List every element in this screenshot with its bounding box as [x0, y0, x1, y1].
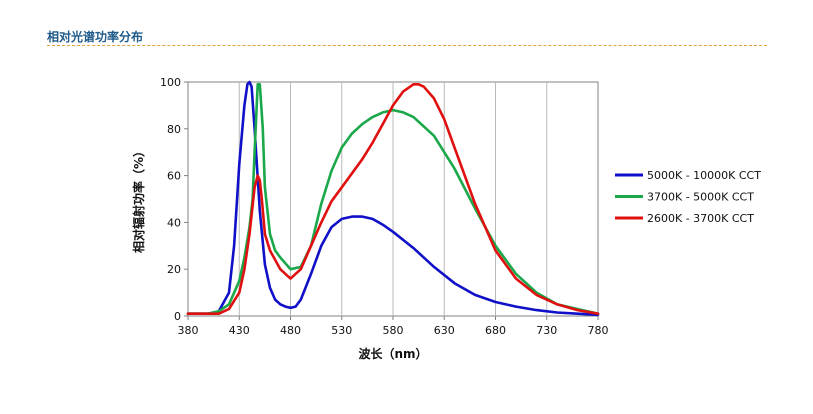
grid-lines — [238, 82, 548, 316]
x-tick-label: 380 — [178, 324, 199, 337]
x-tick-label: 480 — [280, 324, 301, 337]
y-tick-label: 40 — [167, 216, 181, 229]
legend-label: 2600K - 3700K CCT — [647, 212, 754, 225]
y-tick-label: 80 — [167, 123, 181, 136]
y-axis-title: 相对辐射功率（%） — [131, 145, 146, 253]
section-title: 相对光谱功率分布 — [47, 30, 144, 44]
x-tick-label: 780 — [588, 324, 609, 337]
series-line — [186, 80, 600, 317]
x-tick-label: 730 — [536, 324, 557, 337]
legend-label: 5000K - 10000K CCT — [647, 169, 761, 182]
x-tick-label: 530 — [331, 324, 352, 337]
y-tick-label: 60 — [167, 170, 181, 183]
x-tick-label: 580 — [383, 324, 404, 337]
y-tick-labels: 0 20 40 60 80 100 — [160, 76, 188, 323]
x-tick-label: 680 — [485, 324, 506, 337]
series-line — [186, 83, 600, 316]
x-tick-label: 630 — [434, 324, 455, 337]
x-axis-title: 波长（nm） — [358, 346, 427, 361]
title-divider — [47, 45, 767, 46]
legend-label: 3700K - 5000K CCT — [647, 191, 754, 204]
y-tick-label: 100 — [160, 76, 181, 89]
x-tick-labels: 380 430 480 530 580 630 680 730 780 — [178, 316, 609, 337]
x-tick-label: 430 — [229, 324, 250, 337]
y-tick-label: 20 — [167, 263, 181, 276]
legend: 5000K - 10000K CCT 3700K - 5000K CCT 2600K… — [615, 169, 761, 225]
series-lines — [186, 80, 600, 317]
y-tick-label: 0 — [174, 310, 181, 323]
